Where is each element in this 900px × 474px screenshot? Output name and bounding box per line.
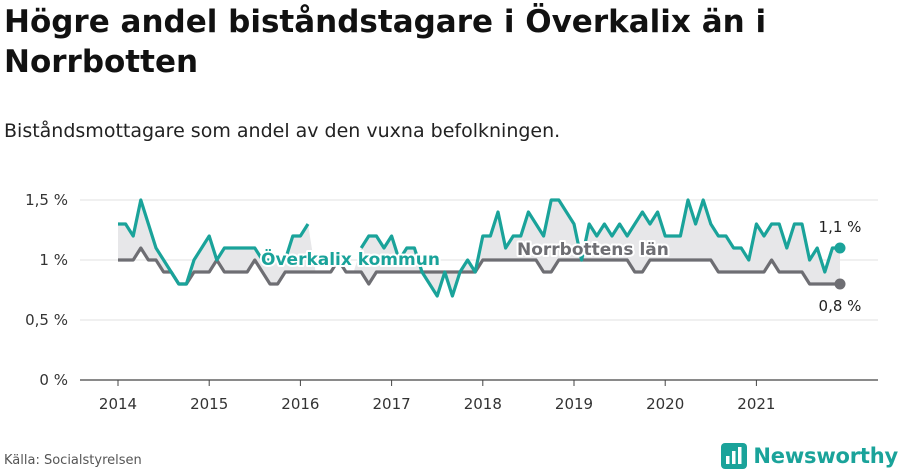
newsworthy-logo-icon <box>721 443 748 469</box>
end-label-overkalix-kommun: 1,1 % <box>819 218 862 236</box>
x-tick-label: 2017 <box>373 395 411 413</box>
chart-subtitle: Biståndsmottagare som andel av den vuxna… <box>4 120 561 142</box>
y-tick-label: 0,5 % <box>25 311 68 329</box>
series-line-overkalix-kommun <box>118 198 840 298</box>
y-tick-label: 1 % <box>39 251 68 269</box>
x-tick-label: 2015 <box>190 395 228 413</box>
series-label-overkalix-kommun: Överkalix kommun <box>261 248 440 270</box>
x-tick-label: 2016 <box>281 395 319 413</box>
x-tick-label: 2021 <box>737 395 775 413</box>
x-tick-label: 2018 <box>464 395 502 413</box>
y-tick-label: 0 % <box>39 371 68 389</box>
x-tick-label: 2019 <box>555 395 593 413</box>
brand-name: Newsworthy <box>753 444 898 468</box>
source-note: Källa: Socialstyrelsen <box>4 453 142 468</box>
y-tick-label: 1,5 % <box>25 191 68 209</box>
end-point-overkalix-kommun <box>834 242 846 254</box>
brand-logo: Newsworthy <box>721 440 898 472</box>
x-tick-label: 2020 <box>646 395 684 413</box>
chart-title: Högre andel biståndstagare i Överkalix ä… <box>4 4 767 80</box>
end-label-norrbottens-lan: 0,8 % <box>819 297 862 315</box>
series-line-norrbottens-lan <box>118 246 840 286</box>
x-tick-label: 2014 <box>99 395 137 413</box>
series-label-norrbottens-lan: Norrbottens län <box>517 240 669 260</box>
end-point-norrbottens-lan <box>834 278 846 290</box>
